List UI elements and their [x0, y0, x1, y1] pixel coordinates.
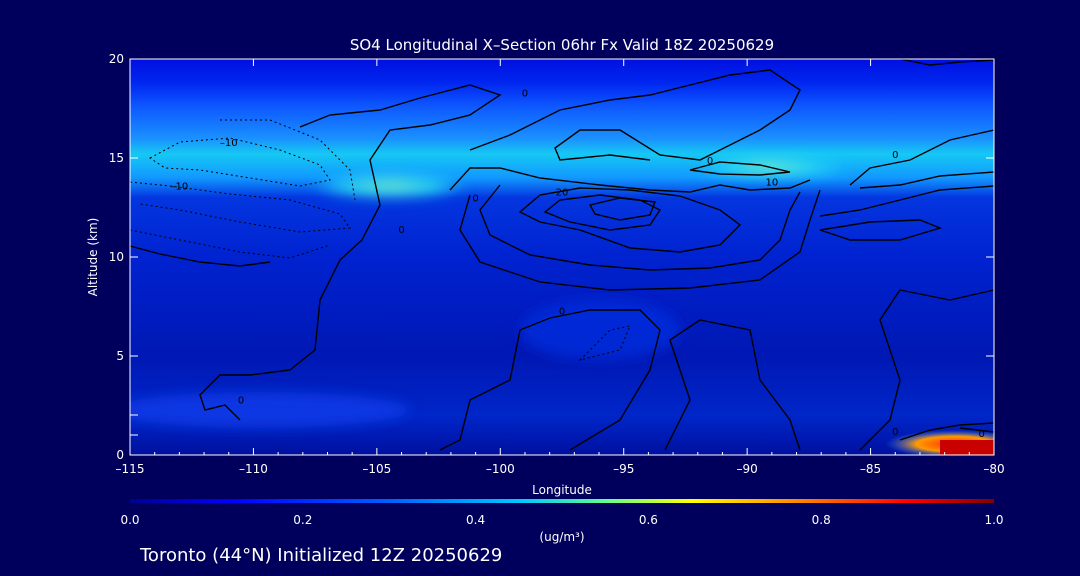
x-tick-label: –115 [116, 462, 145, 476]
contour-line [689, 161, 791, 176]
contour-label: 0 [978, 429, 984, 440]
y-tick-label: 15 [109, 151, 124, 165]
so4-maximum-west [310, 172, 470, 200]
x-tick-label: –80 [983, 462, 1004, 476]
contour-line [959, 427, 994, 433]
contour-label: –10 [171, 182, 189, 193]
contour-line [130, 229, 331, 259]
contour-line [899, 422, 994, 441]
footer-text: Toronto (44°N) Initialized 12Z 20250629 [139, 545, 502, 566]
colorbar-tick-label: 1.0 [984, 513, 1003, 527]
y-tick-label: 0 [116, 448, 124, 462]
contour-label: 0 [472, 194, 478, 205]
contour-label: 10 [765, 178, 778, 189]
colorbar-tick-label: 0.2 [293, 513, 312, 527]
x-tick-label: –100 [486, 462, 515, 476]
contour-line [220, 119, 356, 201]
contour-label: 0 [522, 89, 528, 100]
colorbar-tick-label: 0.6 [639, 513, 658, 527]
contour-label: 0 [892, 427, 898, 438]
contour-line [849, 129, 994, 186]
contour-labels: –10 –10 0 0 0 20 0 10 0 0 0 0 0 [171, 89, 985, 441]
chart-title: SO4 Longitudinal X–Section 06hr Fx Valid… [350, 36, 774, 54]
concentration-field [130, 59, 994, 455]
contour-label: –10 [220, 138, 238, 149]
contour-line [819, 185, 994, 217]
contour-line [199, 84, 502, 421]
contour-line [479, 184, 801, 271]
contour-line [899, 59, 994, 66]
negative-contours [130, 119, 631, 361]
plot-area: –10 –10 0 0 0 20 0 10 0 0 0 0 0 [130, 59, 994, 455]
colorbar-ticks: 0.0 0.2 0.4 0.6 0.8 1.0 [120, 513, 1003, 527]
so4-surface-hotspot-core [940, 440, 994, 455]
y-tick-label: 5 [116, 349, 124, 363]
contour-line [588, 197, 656, 221]
contour-label: 0 [559, 306, 565, 317]
so4-mid-layer [520, 300, 680, 360]
y-tick-label: 20 [109, 52, 124, 66]
colorbar-label: (ug/m³) [539, 530, 584, 544]
colorbar-tick-label: 0.4 [466, 513, 485, 527]
contour-line [130, 181, 351, 233]
x-axis-label: Longitude [532, 483, 592, 497]
colorbar [130, 499, 994, 503]
x-tick-label: –105 [362, 462, 391, 476]
contour-line [449, 167, 811, 193]
contour-label: 0 [892, 150, 898, 161]
x-tick-label: –85 [860, 462, 881, 476]
x-tick-label: –90 [737, 462, 758, 476]
contour-line [469, 69, 801, 161]
y-tick-label: 10 [109, 250, 124, 264]
contour-label: 0 [238, 396, 244, 407]
colorbar-tick-label: 0.8 [812, 513, 831, 527]
contour-lines [130, 59, 994, 451]
contour-line [819, 219, 943, 241]
contour-line [459, 189, 821, 291]
concentration-highlights [130, 155, 850, 428]
contour-line [664, 319, 801, 451]
contour-label: 20 [556, 188, 569, 199]
contour-line [543, 194, 662, 231]
x-axis: –115 –110 –105 –100 –95 –90 –85 –80 [116, 59, 1005, 476]
colorbar-tick-label: 0.0 [120, 513, 139, 527]
contour-line [859, 171, 994, 189]
contour-line [518, 187, 742, 253]
so4-low-layer [130, 392, 410, 428]
contour-label: 0 [398, 225, 404, 236]
x-tick-label: –95 [613, 462, 634, 476]
y-axis-label: Altitude (km) [86, 218, 100, 297]
contour-line [859, 289, 994, 451]
y-axis: 0 5 10 15 20 [109, 52, 994, 462]
contour-line [149, 137, 331, 187]
contour-line [439, 309, 661, 451]
contour-label: 0 [707, 156, 713, 167]
x-tick-label: –110 [239, 462, 268, 476]
contour-line [130, 245, 271, 267]
